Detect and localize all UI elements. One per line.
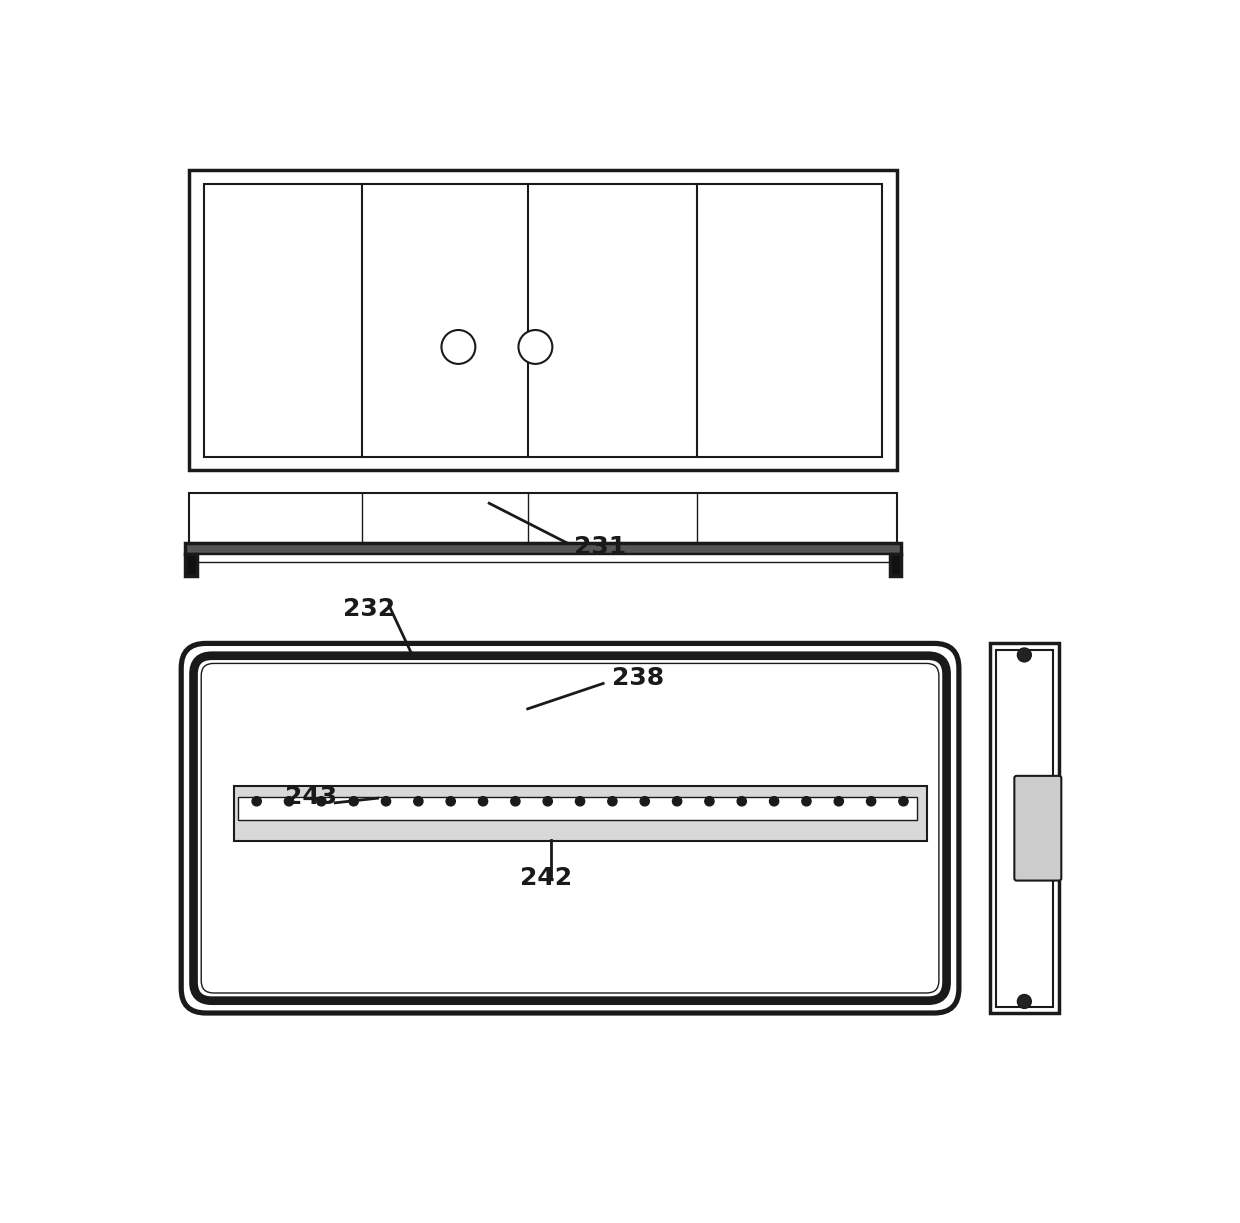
Circle shape <box>518 330 552 364</box>
Circle shape <box>446 796 455 806</box>
Circle shape <box>640 796 650 806</box>
Bar <box>185 543 901 554</box>
Bar <box>233 786 926 841</box>
FancyBboxPatch shape <box>1014 775 1061 881</box>
Bar <box>205 183 882 457</box>
Bar <box>185 554 197 576</box>
Circle shape <box>511 796 520 806</box>
Circle shape <box>441 330 475 364</box>
Bar <box>990 643 1059 1013</box>
Text: 231: 231 <box>574 536 626 559</box>
Circle shape <box>575 796 585 806</box>
Circle shape <box>802 796 811 806</box>
Bar <box>238 796 918 819</box>
Circle shape <box>1017 648 1032 662</box>
Circle shape <box>672 796 682 806</box>
Circle shape <box>608 796 618 806</box>
Text: 242: 242 <box>520 866 572 890</box>
Bar <box>889 554 901 576</box>
Circle shape <box>899 796 908 806</box>
Circle shape <box>770 796 779 806</box>
Circle shape <box>835 796 843 806</box>
Circle shape <box>704 796 714 806</box>
Text: 232: 232 <box>343 597 396 621</box>
Bar <box>996 649 1053 1007</box>
Circle shape <box>316 796 326 806</box>
FancyBboxPatch shape <box>201 663 939 993</box>
Bar <box>188 170 898 470</box>
FancyBboxPatch shape <box>181 643 959 1013</box>
Circle shape <box>543 796 552 806</box>
Circle shape <box>737 796 746 806</box>
Circle shape <box>479 796 487 806</box>
Bar <box>197 554 889 561</box>
Circle shape <box>350 796 358 806</box>
Circle shape <box>414 796 423 806</box>
Circle shape <box>382 796 391 806</box>
Circle shape <box>1017 994 1032 1009</box>
FancyBboxPatch shape <box>193 656 946 1000</box>
Text: 243: 243 <box>285 785 337 810</box>
Circle shape <box>867 796 875 806</box>
Circle shape <box>252 796 262 806</box>
Circle shape <box>284 796 294 806</box>
Text: 238: 238 <box>613 667 665 690</box>
Bar <box>188 493 898 543</box>
